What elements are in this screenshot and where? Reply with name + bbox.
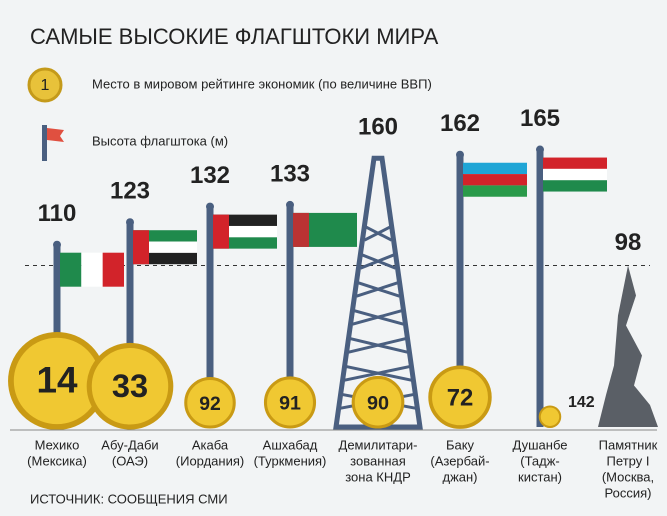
tower-strut [359,252,397,270]
pole-top [206,202,214,211]
pole [126,222,134,427]
flag-stripe [213,214,277,226]
x-tick-label: Демилитари- [339,437,418,452]
x-tick-label: (Москва, [602,469,654,484]
x-tick-label: Душанбе [513,437,568,452]
x-tick-label: Россия) [605,485,652,500]
gdp-coin [538,405,562,429]
x-tick-label: (Иордания) [176,453,244,468]
flag-stripe [463,174,527,186]
value-label: 123 [110,178,150,205]
gdp-coin [86,342,174,430]
x-tick-label: Акаба [192,437,229,452]
value-label: 160 [358,114,398,141]
x-tick-label: (Мексика) [27,453,87,468]
value-label: 133 [270,160,310,187]
x-tick-label: (Туркмения) [254,453,327,468]
x-tick-label: Баку [446,437,475,452]
flag-stripe [81,252,103,287]
value-label: 165 [520,105,560,132]
x-tick-label: (ОАЭ) [112,453,148,468]
gdp-coin [263,376,317,429]
tower-strut [348,336,408,354]
gdp-label: 142 [568,394,595,411]
gdp-coin [428,365,492,429]
x-tick-label: Ашхабад [263,437,318,452]
flag-stripe [133,230,149,265]
legend-pole [42,125,47,161]
flag-stripe [293,212,309,247]
x-tick-label: Петру I [607,453,650,468]
pole [286,204,294,427]
x-tick-label: кистан) [518,469,562,484]
flag-stripe [543,168,607,181]
x-tick-label: (Тадж- [520,453,560,468]
legend-text: Высота флагштока (м) [92,133,228,148]
tower-strut [344,364,412,382]
legend-text: Место в мировом рейтинге экономик (по ве… [92,76,432,91]
pole-top [53,240,61,249]
legend-coin-label: 1 [41,77,50,94]
flag-stripe [133,230,197,242]
x-tick-label: Мехико [35,437,80,452]
legend-flag [47,128,64,142]
gdp-label: 90 [367,392,389,414]
gdp-label: 92 [199,393,221,415]
gdp-label: 72 [447,384,474,411]
x-tick-label: Памятник [599,437,658,452]
flag-stripe [60,252,82,287]
flag-stripe [463,162,527,175]
gdp-label: 33 [112,367,148,404]
chart-title: САМЫЕ ВЫСОКИЕ ФЛАГШТОКИ МИРА [30,24,439,49]
gdp-label: 91 [279,393,301,415]
pole [456,154,464,428]
flag-stripe [133,252,197,265]
tower-strut [356,280,400,298]
pole-top [536,145,544,154]
value-label: 110 [38,200,77,227]
x-tick-label: джан) [442,469,477,484]
gdp-coin [351,375,405,429]
gdp-coin [184,377,236,429]
pole [536,149,544,428]
tower-strut [363,224,393,242]
pole-top [456,150,464,159]
tower [333,155,423,430]
monument [598,265,658,427]
flag-stripe [102,252,124,287]
pole-top [286,200,294,209]
flag-stripe [133,241,197,253]
x-tick-label: зованная [350,453,406,468]
flag-stripe [213,225,277,238]
value-label: 162 [440,110,480,137]
x-tick-label: (Азербай- [430,453,489,468]
flag-stripe [213,214,229,249]
flag-stripe [543,180,607,192]
pole-top [126,218,134,227]
pole [206,206,214,427]
x-tick-label: зона КНДР [345,469,411,484]
gdp-label: 14 [37,360,78,401]
value-label: 132 [190,162,230,189]
flag-stripe [543,157,607,169]
source: ИСТОЧНИК: СООБЩЕНИЯ СМИ [30,491,228,506]
flag-stripe [213,237,277,249]
tower-strut [352,308,404,326]
x-tick-label: Абу-Даби [101,437,158,452]
flag-stripe [463,185,527,197]
value-label: 98 [615,229,642,256]
legend-coin [27,67,63,103]
